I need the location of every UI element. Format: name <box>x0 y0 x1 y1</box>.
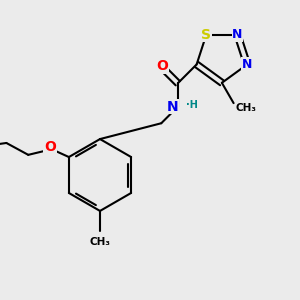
Text: O: O <box>44 140 56 154</box>
Text: CH₃: CH₃ <box>89 237 110 247</box>
Text: S: S <box>201 28 211 42</box>
Text: N: N <box>232 28 243 41</box>
Text: CH₃: CH₃ <box>235 103 256 113</box>
Text: ·H: ·H <box>186 100 197 110</box>
Text: N: N <box>167 100 178 114</box>
Text: O: O <box>156 59 168 74</box>
Text: N: N <box>242 58 252 71</box>
